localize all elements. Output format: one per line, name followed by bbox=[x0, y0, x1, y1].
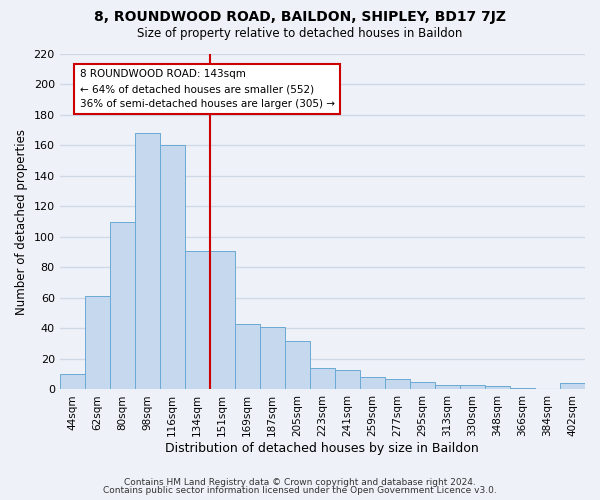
Bar bbox=[360, 378, 385, 390]
Text: Contains HM Land Registry data © Crown copyright and database right 2024.: Contains HM Land Registry data © Crown c… bbox=[124, 478, 476, 487]
Bar bbox=[110, 222, 135, 390]
Bar bbox=[410, 382, 435, 390]
Bar bbox=[335, 370, 360, 390]
Bar bbox=[235, 324, 260, 390]
Text: 8, ROUNDWOOD ROAD, BAILDON, SHIPLEY, BD17 7JZ: 8, ROUNDWOOD ROAD, BAILDON, SHIPLEY, BD1… bbox=[94, 10, 506, 24]
Text: Contains public sector information licensed under the Open Government Licence v3: Contains public sector information licen… bbox=[103, 486, 497, 495]
Bar bbox=[160, 146, 185, 390]
Bar bbox=[385, 379, 410, 390]
Bar bbox=[310, 368, 335, 390]
Bar bbox=[510, 388, 535, 390]
Bar bbox=[185, 250, 210, 390]
Y-axis label: Number of detached properties: Number of detached properties bbox=[15, 128, 28, 314]
Bar bbox=[285, 340, 310, 390]
X-axis label: Distribution of detached houses by size in Baildon: Distribution of detached houses by size … bbox=[166, 442, 479, 455]
Bar bbox=[210, 250, 235, 390]
Bar bbox=[560, 384, 585, 390]
Bar bbox=[85, 296, 110, 390]
Bar bbox=[435, 385, 460, 390]
Bar bbox=[460, 385, 485, 390]
Bar bbox=[260, 327, 285, 390]
Text: Size of property relative to detached houses in Baildon: Size of property relative to detached ho… bbox=[137, 28, 463, 40]
Text: 8 ROUNDWOOD ROAD: 143sqm
← 64% of detached houses are smaller (552)
36% of semi-: 8 ROUNDWOOD ROAD: 143sqm ← 64% of detach… bbox=[80, 69, 335, 109]
Bar bbox=[485, 386, 510, 390]
Bar bbox=[59, 374, 85, 390]
Bar bbox=[135, 134, 160, 390]
